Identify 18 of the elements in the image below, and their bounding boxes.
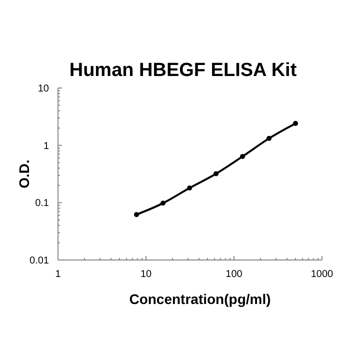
point: [240, 154, 246, 159]
y-axis-title: O.D.: [16, 160, 32, 188]
y-tick-label: 10: [38, 84, 50, 94]
point: [266, 136, 272, 141]
y-tick-label: 0.1: [35, 198, 50, 210]
x-tick-label: 100: [226, 269, 243, 280]
y-tick-label: 1: [43, 140, 50, 152]
point: [160, 200, 166, 206]
point: [187, 186, 192, 191]
point: [134, 212, 140, 218]
x-tick-label: 1: [55, 269, 62, 280]
chart-title: Human HBEGF ELISA Kit: [69, 60, 298, 81]
point: [214, 171, 219, 176]
x-axis-title: Concentration(pg/ml): [129, 291, 271, 307]
point: [293, 120, 298, 126]
x-tick-label: 10: [140, 269, 152, 280]
y-tick-label: 0.01: [30, 256, 50, 266]
x-tick-label: 1000: [310, 269, 334, 280]
